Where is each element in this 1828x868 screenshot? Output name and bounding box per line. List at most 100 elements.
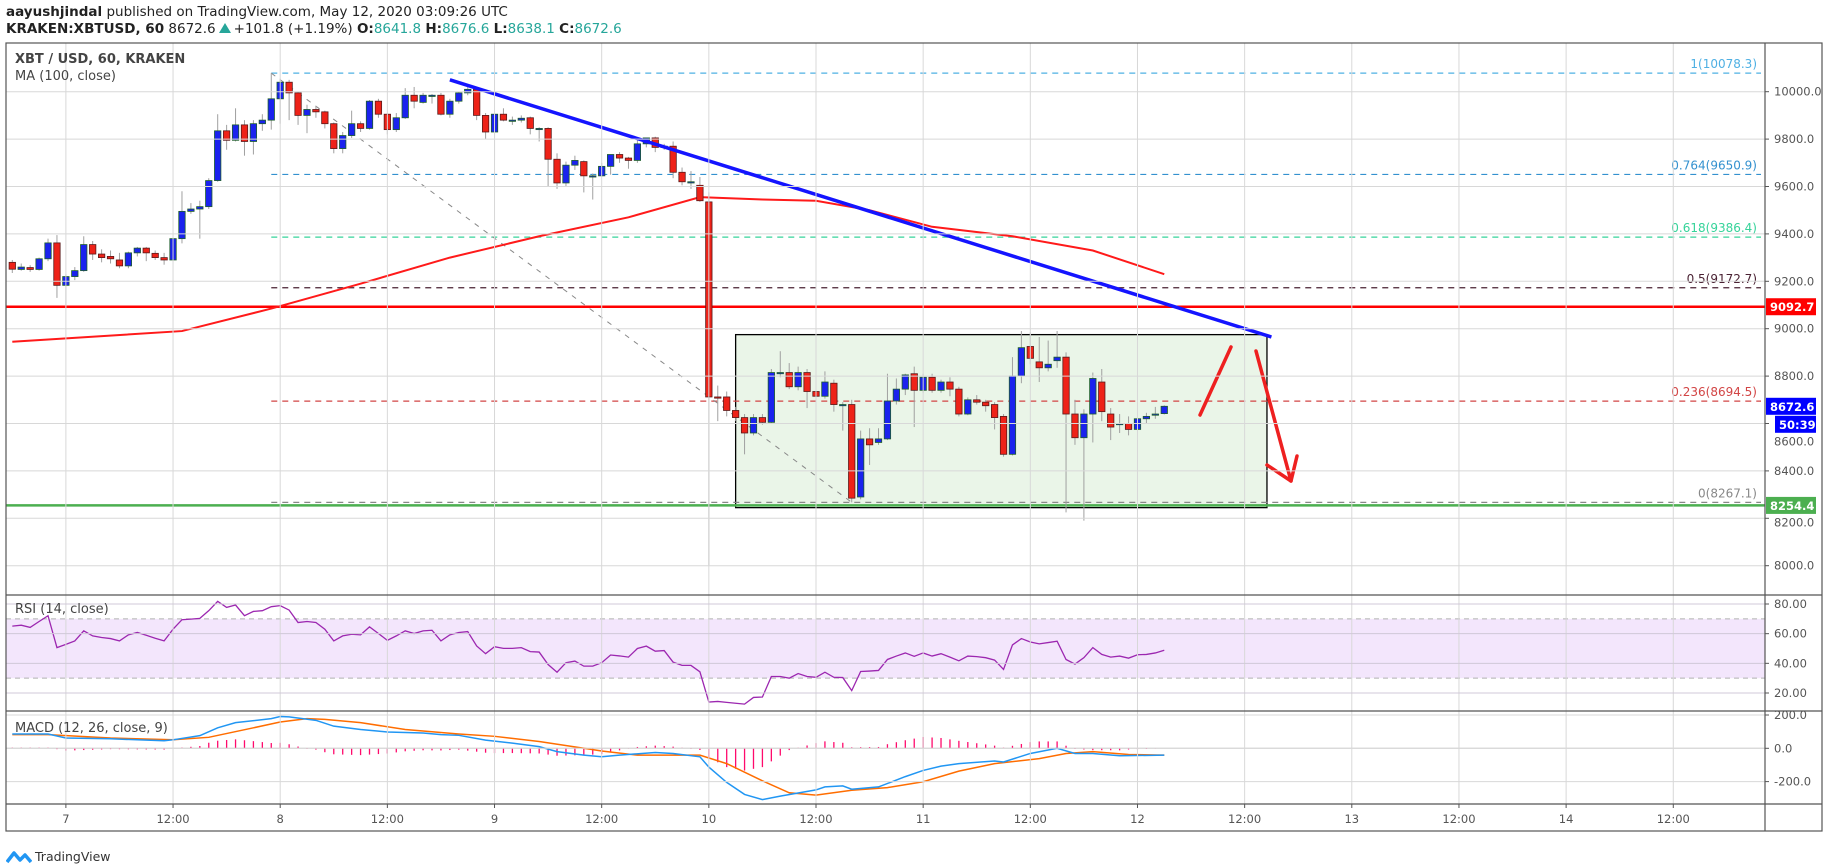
candle [419, 92, 427, 104]
price-axis-label: 9800.0 [1774, 132, 1814, 146]
close-label: C: [559, 21, 575, 37]
macd-signal-line [12, 717, 1165, 796]
bullish-candle-body [794, 372, 802, 388]
candle [607, 154, 615, 175]
candle [982, 399, 990, 412]
price-axis-label: 8800.0 [1774, 369, 1814, 383]
bearish-candle-body [53, 242, 61, 286]
candle [928, 373, 936, 393]
rsi-axis-label: 40.00 [1774, 656, 1807, 670]
candle [303, 104, 311, 134]
macd-pane[interactable] [6, 715, 1765, 801]
candle [44, 238, 52, 262]
candle [973, 395, 981, 405]
upward-stroke-annotation[interactable] [1198, 345, 1233, 417]
bullish-candle-body [1151, 413, 1159, 416]
candle [142, 246, 150, 262]
candle [910, 366, 918, 428]
bearish-trendline[interactable] [449, 78, 1272, 339]
price-pane[interactable]: 1(10078.3) 0.764(9650.9) 0.618(9386.4) 0.5(… [6, 57, 1765, 566]
chart-frame [5, 42, 1823, 832]
candle [339, 131, 347, 154]
tradingview-logo[interactable]: TradingView [6, 849, 111, 864]
candle [392, 113, 400, 132]
time-axis-label: 12:00 [1657, 812, 1690, 826]
bearish-candle-body [758, 417, 767, 423]
time-axis-label: 8 [277, 812, 284, 826]
bullish-candle-body [508, 119, 516, 122]
bullish-candle-body [303, 109, 311, 116]
candle [35, 257, 43, 271]
bearish-candle-body [910, 373, 918, 391]
bullish-candle-body [839, 404, 847, 407]
bearish-candle-body [955, 388, 963, 415]
macd-line [12, 715, 1165, 801]
candle [803, 368, 811, 409]
bearish-candle-body [1062, 356, 1070, 415]
logo-text: TradingView [35, 849, 111, 864]
bearish-candle-body [669, 145, 677, 173]
candle [1107, 408, 1115, 441]
candle [151, 250, 159, 260]
time-axis-label: 12:00 [1014, 812, 1047, 826]
candle [544, 127, 552, 187]
candle [553, 153, 561, 189]
bullish-candle-body [205, 180, 213, 208]
candle [8, 259, 16, 274]
candle [874, 428, 883, 445]
time-axis-label: 7 [62, 812, 69, 826]
candle [776, 351, 784, 378]
time-axis-label: 12:00 [371, 812, 404, 826]
bearish-candle-body [312, 109, 320, 113]
bullish-candle-body [339, 135, 347, 149]
candle [205, 178, 213, 210]
support-price-tag: 8254.4 [1770, 499, 1814, 513]
candle [464, 86, 472, 96]
bearish-candle-body [26, 267, 34, 270]
price-axis-label: 8000.0 [1774, 559, 1814, 573]
bearish-candle-body [499, 113, 508, 121]
candle [115, 252, 124, 269]
arrow-head-icon [1265, 454, 1299, 483]
last-price-tag: 8672.6 [1770, 400, 1814, 414]
fib-level-label: 0.5(9172.7) [1687, 272, 1757, 286]
bearish-candle-body [1124, 423, 1133, 430]
bearish-candle-body [410, 94, 418, 102]
candle [330, 122, 338, 154]
candle [1044, 340, 1052, 372]
bullish-candle-body [892, 388, 900, 402]
bearish-candle-body [106, 256, 115, 260]
bearish-candle-body [374, 100, 383, 115]
rsi-pane[interactable] [6, 600, 1765, 705]
candle [901, 373, 909, 396]
bullish-candle-body [267, 98, 275, 121]
bearish-candle-body [973, 399, 981, 403]
bearish-candle-body [223, 130, 231, 141]
bullish-candle-body [392, 117, 400, 131]
downward-arrow-annotation[interactable] [1254, 349, 1293, 483]
candle [964, 397, 972, 416]
author-name[interactable]: aayushjindal [6, 4, 103, 20]
candle [401, 88, 409, 119]
candle [571, 155, 579, 170]
candle [767, 368, 775, 424]
bullish-candle-body [1089, 378, 1097, 415]
rsi-band [6, 618, 1765, 679]
bearish-candle-body [1071, 413, 1079, 439]
bullish-candle-body [446, 100, 454, 115]
low-value: 8638.1 [507, 21, 555, 37]
candle [455, 91, 463, 104]
bullish-candle-body [535, 128, 543, 131]
fib-level-label: 1(10078.3) [1690, 57, 1757, 71]
bullish-candle-body [517, 117, 525, 121]
price-axis-label: 10000.0 [1774, 85, 1822, 99]
candle [428, 94, 436, 104]
support-price-tag-box [1766, 496, 1816, 514]
bearish-candle-body [473, 88, 481, 116]
fib-level-label: 0.236(8694.5) [1671, 385, 1757, 399]
bullish-candle-body [178, 210, 186, 240]
bullish-candle-body [857, 438, 865, 498]
time-axis-label: 14 [1559, 812, 1574, 826]
candle [80, 236, 88, 272]
